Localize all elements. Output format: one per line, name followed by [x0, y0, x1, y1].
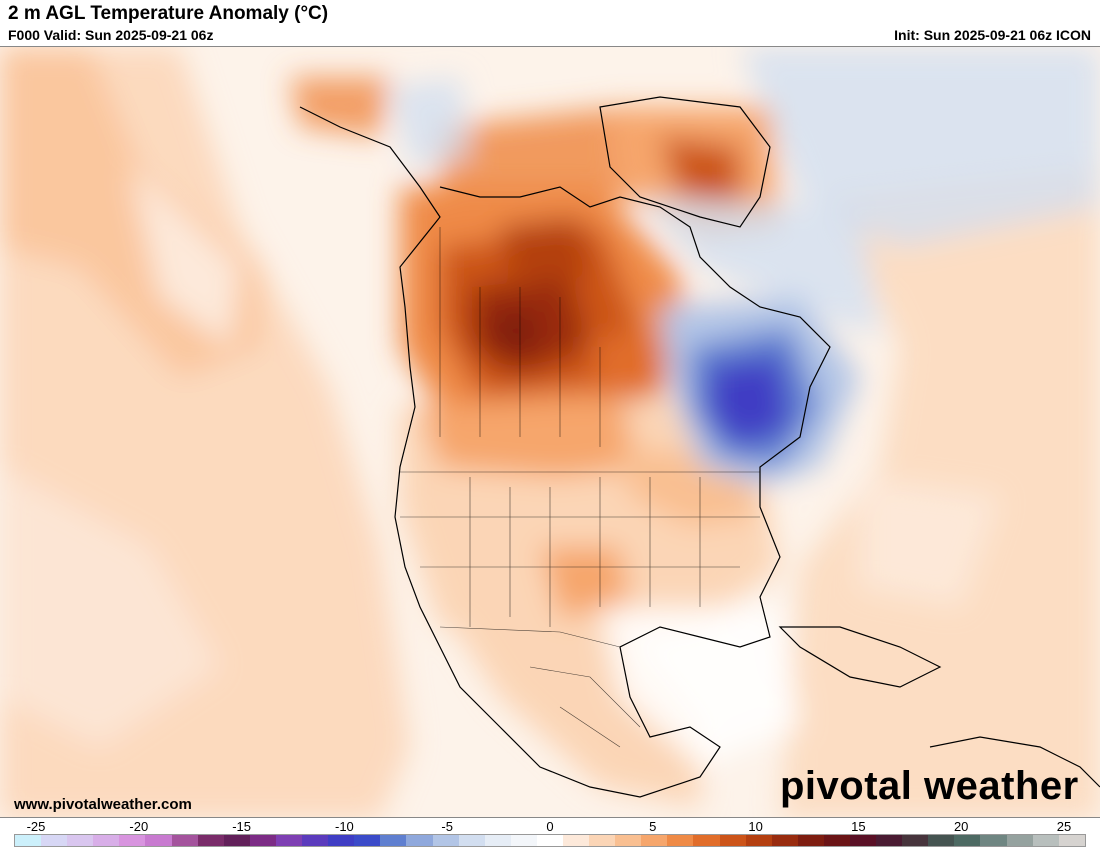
colorbar-tick-label: 5 [649, 819, 657, 834]
colorbar-segment [328, 835, 355, 846]
colorbar-segment [745, 835, 772, 846]
colorbar-tick-label: -15 [232, 819, 251, 834]
colorbar-segment [536, 835, 563, 846]
colorbar-segment [249, 835, 276, 846]
colorbar-segment [458, 835, 485, 846]
colorbar-ticks: -25 -20 -15 -10 -5 0 5 10 15 20 25 [0, 819, 1100, 834]
colorbar-segment [667, 835, 694, 846]
map-title: 2 m AGL Temperature Anomaly (°C) [8, 3, 329, 24]
political-borders [400, 227, 760, 748]
colorbar-segment [93, 835, 120, 846]
colorbar-segment [589, 835, 616, 846]
colorbar-segment [693, 835, 720, 846]
colorbar-tick-label: -5 [441, 819, 453, 834]
colorbar-segment [302, 835, 329, 846]
anomaly-shading [0, 47, 1100, 817]
brand-logo: pivotal weather [780, 764, 1079, 808]
colorbar-segment [954, 835, 981, 846]
colorbar-segment [980, 835, 1007, 846]
colorbar-segment [484, 835, 511, 846]
colorbar-segment [15, 835, 42, 846]
website-label[interactable]: www.pivotalweather.com [14, 796, 192, 813]
colorbar-segment [432, 835, 459, 846]
colorbar-segment [223, 835, 250, 846]
colorbar [14, 834, 1086, 847]
colorbar-tick-label: 10 [748, 819, 763, 834]
colorbar-tick-label: -20 [129, 819, 149, 834]
colorbar-tick-label: 25 [1056, 819, 1072, 834]
colorbar-segment [797, 835, 824, 846]
colorbar-segment [1032, 835, 1059, 846]
colorbar-segment [41, 835, 68, 846]
colorbar-segment [406, 835, 433, 846]
valid-time: F000 Valid: Sun 2025-09-21 06z [8, 27, 214, 43]
colorbar-segment [876, 835, 903, 846]
colorbar-tick-label: -10 [334, 819, 354, 834]
colorbar-segment [562, 835, 590, 846]
colorbar-segment [902, 835, 929, 846]
colorbar-segment [171, 835, 198, 846]
colorbar-segment [510, 835, 537, 846]
colorbar-segment [641, 835, 668, 846]
colorbar-segment [119, 835, 146, 846]
colorbar-segment [380, 835, 407, 846]
colorbar-tick-label: 0 [546, 819, 554, 834]
colorbar-segment [928, 835, 955, 846]
init-time: Init: Sun 2025-09-21 06z ICON [894, 27, 1091, 43]
anomaly-map[interactable] [0, 46, 1100, 818]
map-canvas [0, 47, 1100, 817]
colorbar-segment [615, 835, 642, 846]
colorbar-segment [719, 835, 746, 846]
colorbar-segment [275, 835, 303, 846]
colorbar-segment [67, 835, 94, 846]
colorbar-segment [197, 835, 224, 846]
colorbar-segment [1006, 835, 1033, 846]
colorbar-segment [771, 835, 798, 846]
colorbar-segment [145, 835, 172, 846]
colorbar-tick-label: 15 [851, 819, 866, 834]
colorbar-segment [823, 835, 850, 846]
colorbar-segment [1058, 835, 1085, 846]
coastlines [299, 96, 1100, 798]
colorbar-segment [850, 835, 877, 846]
colorbar-tick-label: 20 [953, 819, 969, 834]
colorbar-tick-label: -25 [26, 819, 46, 834]
colorbar-segment [354, 835, 381, 846]
